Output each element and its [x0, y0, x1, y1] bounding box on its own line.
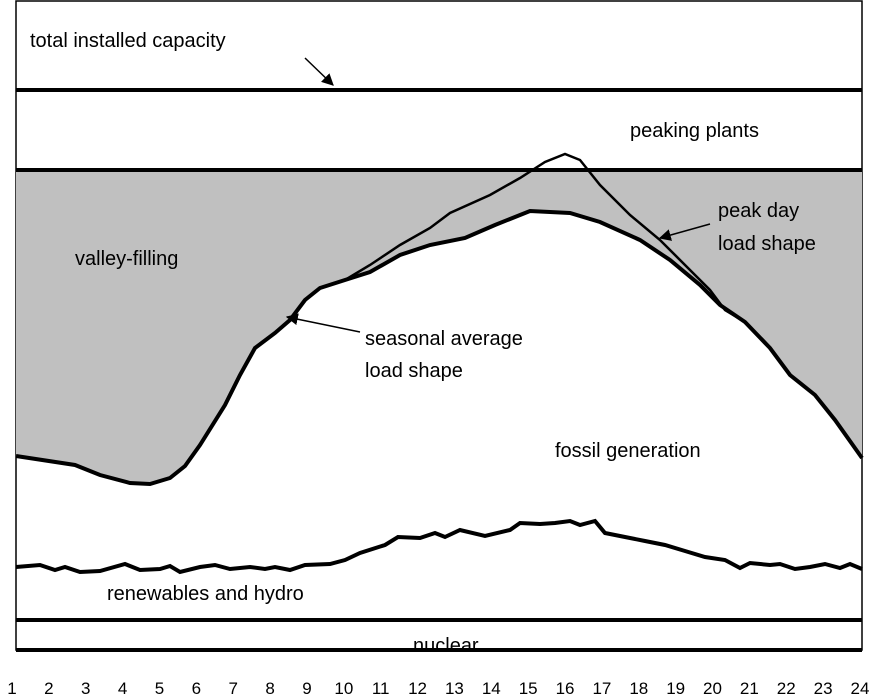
x-tick-label: 6: [192, 679, 201, 698]
label: valley-filling: [75, 248, 178, 270]
x-tick-label: 1: [7, 679, 16, 698]
valley-fill-area: [16, 170, 862, 484]
peak-day-curve: [344, 152, 746, 324]
label: fossil generation: [555, 440, 701, 462]
x-tick-label: 3: [81, 679, 90, 698]
x-tick-label: 20: [703, 679, 722, 698]
label: renewables and hydro: [107, 583, 304, 605]
x-tick-label: 17: [592, 679, 611, 698]
x-tick-label: 14: [482, 679, 501, 698]
x-tick-label: 12: [408, 679, 427, 698]
x-tick-label: 11: [372, 679, 390, 698]
arrow: [304, 57, 334, 86]
label: peak day: [718, 200, 799, 222]
x-tick-label: 9: [302, 679, 311, 698]
label: nuclear: [413, 635, 479, 657]
x-axis-labels: 1 2 3 4 5 6 7 8 9 10 11 12 13 14 15 16 17 18 19 20 21 22 23 24: [7, 679, 869, 698]
x-tick-label: 15: [519, 679, 538, 698]
x-tick-label: 5: [155, 679, 164, 698]
label: total installed capacity: [30, 30, 226, 52]
x-tick-label: 21: [740, 679, 759, 698]
x-tick-label: 23: [814, 679, 833, 698]
label: peaking plants: [630, 120, 759, 142]
x-tick-label: 18: [629, 679, 648, 698]
x-tick-label: 7: [228, 679, 237, 698]
x-tick-label: 13: [445, 679, 464, 698]
label: seasonal average: [365, 328, 523, 350]
x-tick-label: 24: [851, 679, 870, 698]
x-tick-label: 16: [556, 679, 575, 698]
x-tick-label: 2: [44, 679, 53, 698]
arrow: [658, 223, 711, 241]
arrow: [285, 313, 361, 333]
label: load shape: [365, 360, 463, 382]
x-tick-label: 4: [118, 679, 127, 698]
x-tick-label: 22: [777, 679, 796, 698]
x-tick-label: 10: [334, 679, 353, 698]
x-tick-label: 8: [265, 679, 274, 698]
label: load shape: [718, 233, 816, 255]
renewables-curve: [15, 518, 863, 575]
x-tick-label: 19: [666, 679, 685, 698]
